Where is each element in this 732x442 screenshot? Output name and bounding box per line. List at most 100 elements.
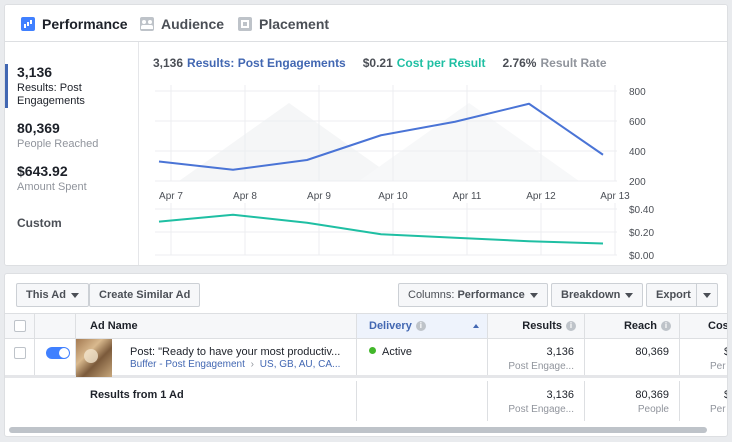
delivery-header-label: Delivery: [369, 320, 412, 332]
create-similar-ad-label: Create Similar Ad: [99, 289, 191, 301]
y-tick-label: 200: [629, 177, 646, 188]
metric-people-reached[interactable]: 80,369 People Reached: [5, 120, 139, 151]
column-header-ad-name[interactable]: Ad Name: [76, 314, 357, 338]
column-header-reach[interactable]: Reach i: [585, 314, 680, 338]
this-ad-dropdown[interactable]: This Ad: [16, 283, 89, 307]
results-cell: 3,136 Post Engage...: [488, 339, 585, 375]
y-tick-label: $0.40: [629, 205, 654, 216]
x-tick-label: Apr 12: [526, 191, 556, 202]
column-header-cost[interactable]: Cos: [680, 314, 728, 338]
results-legend-label[interactable]: Results: Post Engagements: [187, 56, 346, 70]
metric-value: $643.92: [17, 163, 68, 179]
reach-header-label: Reach: [623, 320, 657, 332]
targeting-link[interactable]: US, GB, AU, CA...: [259, 359, 341, 370]
cost-header-label: Cos: [708, 320, 728, 332]
x-tick-label: Apr 11: [453, 191, 482, 202]
performance-chart: 800 600 400 200 $0.40 $0.20 $0.00 Apr 7 Apr 8 Apr…: [155, 85, 654, 262]
cpr-legend-label[interactable]: Cost per Result: [396, 56, 486, 70]
ad-name-cell: Post: "Ready to have your most productiv…: [76, 339, 357, 377]
tab-audience[interactable]: Audience: [140, 5, 224, 42]
metric-label: Results: Post Engagements: [17, 82, 85, 107]
summary-reach-cell: 80,369 People: [585, 381, 680, 421]
summary-results-value: 3,136: [546, 389, 574, 401]
tab-placement[interactable]: Placement: [238, 5, 329, 42]
summary-cost-value: $: [724, 389, 727, 401]
table-row[interactable]: Post: "Ready to have your most productiv…: [5, 339, 727, 378]
select-all-checkbox[interactable]: [14, 320, 26, 332]
ad-name-header-label: Ad Name: [90, 320, 138, 332]
chevron-down-icon: [703, 292, 711, 298]
results-header-label: Results: [522, 320, 562, 332]
summary-cost-subtext: Per Post: [710, 404, 727, 415]
horizontal-scrollbar[interactable]: [9, 427, 707, 433]
insights-panel: Performance Audience Placement 3,136 Res…: [4, 4, 728, 266]
columns-dropdown[interactable]: Columns: Performance: [398, 283, 548, 307]
tab-performance[interactable]: Performance: [21, 5, 128, 42]
summary-delivery-cell: [357, 381, 488, 421]
summary-label-cell: Results from 1 Ad: [76, 381, 357, 421]
y-tick-label: 600: [629, 117, 646, 128]
reach-cell: 80,369: [585, 339, 680, 375]
row-checkbox[interactable]: [14, 347, 26, 359]
ad-subtitle: Buffer - Post Engagement › US, GB, AU, C…: [130, 359, 340, 370]
summary-label: Results from 1 Ad: [90, 389, 184, 401]
info-icon[interactable]: i: [415, 321, 426, 331]
chart-legend-header: 3,136 Results: Post Engagements $0.21 Cost …: [153, 56, 611, 70]
export-label: Export: [656, 289, 691, 301]
summary-cost-cell: $ Per Post: [680, 381, 727, 421]
y-tick-label: 400: [629, 147, 646, 158]
ads-table-panel: This Ad Create Similar Ad Columns: Perfo…: [4, 273, 728, 437]
sort-ascending-icon: [473, 324, 479, 328]
results-series-line: [158, 102, 604, 171]
columns-value: Performance: [457, 289, 525, 301]
y-tick-label: 800: [629, 87, 646, 98]
chevron-down-icon: [625, 292, 634, 298]
metric-value: 3,136: [17, 64, 53, 80]
metric-label: People Reached: [17, 138, 99, 150]
chevron-right-icon: ›: [250, 359, 255, 370]
summary-results-subtext: Post Engage...: [508, 404, 574, 415]
tab-bar: Performance Audience Placement: [5, 5, 727, 42]
metric-value: 80,369: [17, 120, 60, 136]
row-select-cell: [5, 339, 35, 375]
summary-reach-value: 80,369: [635, 389, 669, 401]
tab-placement-label: Placement: [259, 15, 330, 32]
delivery-cell: Active: [357, 339, 488, 375]
ad-status-toggle[interactable]: [46, 347, 70, 359]
chevron-down-icon: [529, 292, 538, 298]
info-icon[interactable]: i: [566, 321, 576, 331]
this-ad-label: This Ad: [26, 289, 66, 301]
x-tick-label: Apr 10: [378, 191, 408, 202]
ad-title[interactable]: Post: "Ready to have your most productiv…: [130, 346, 341, 358]
results-subtext: Post Engage...: [508, 361, 574, 372]
breakdown-label: Breakdown: [561, 289, 621, 301]
summary-results-cell: 3,136 Post Engage...: [488, 381, 585, 421]
chevron-down-icon: [70, 292, 79, 298]
x-tick-label: Apr 7: [159, 191, 183, 202]
breakdown-dropdown[interactable]: Breakdown: [551, 283, 644, 307]
tab-performance-label: Performance: [42, 15, 128, 32]
cost-subtext: Per Post: [710, 361, 727, 372]
column-header-delivery[interactable]: Delivery i: [357, 314, 488, 338]
y-tick-label: $0.00: [629, 251, 654, 262]
cost-value: $: [724, 346, 727, 358]
toggle-header: [35, 314, 76, 338]
placement-icon: [238, 16, 252, 31]
export-options-dropdown[interactable]: [696, 283, 718, 307]
cost-series-line: [158, 213, 604, 245]
column-header-results[interactable]: Results i: [488, 314, 585, 338]
info-icon[interactable]: i: [661, 321, 671, 331]
metric-amount-spent[interactable]: $643.92 Amount Spent: [5, 163, 139, 194]
ad-thumbnail[interactable]: [76, 339, 112, 377]
results-value: 3,136: [153, 56, 184, 70]
table-header: Ad Name Delivery i Results i Reach i Cos: [5, 313, 728, 339]
cpr-value: $0.21: [362, 56, 393, 70]
create-similar-ad-button[interactable]: Create Similar Ad: [89, 283, 201, 307]
summary-spacer: [5, 381, 76, 421]
campaign-link[interactable]: Buffer - Post Engagement: [130, 359, 245, 370]
custom-metric-link[interactable]: Custom: [17, 216, 62, 230]
summary-row: Results from 1 Ad 3,136 Post Engage... 8…: [5, 381, 727, 421]
export-button[interactable]: Export: [646, 283, 701, 307]
rate-legend-label[interactable]: Result Rate: [540, 56, 607, 70]
metric-post-engagements[interactable]: 3,136 Results: Post Engagements: [5, 64, 139, 108]
